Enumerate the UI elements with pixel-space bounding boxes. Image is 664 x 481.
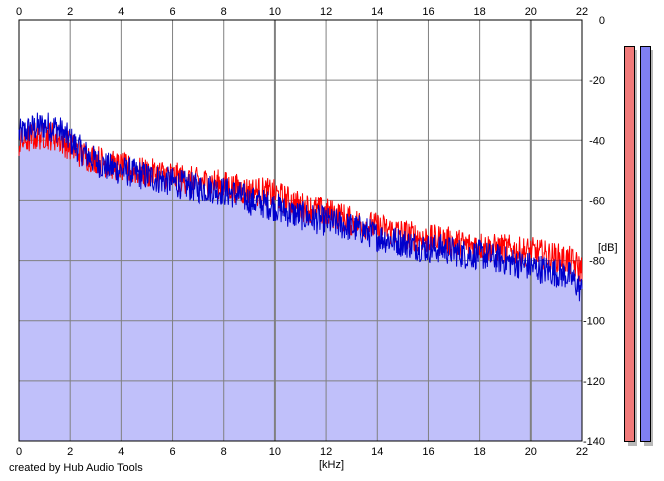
y-tick-label: -80: [589, 256, 605, 268]
x-axis-label: [kHz]: [319, 459, 344, 471]
y-tick-label: -40: [589, 135, 605, 147]
x-tick-label-top: 4: [118, 6, 124, 18]
x-tick-label-top: 10: [269, 6, 281, 18]
level-meter-left: [624, 46, 635, 442]
x-tick-label-bottom: 4: [118, 446, 124, 458]
y-axis-label: [dB]: [598, 242, 618, 254]
x-tick-label-top: 16: [422, 6, 434, 18]
series-line-blue: [18, 112, 583, 302]
x-tick-label-top: 0: [16, 6, 22, 18]
x-tick-label-top: 22: [576, 6, 588, 18]
x-tick-label-bottom: 2: [67, 446, 73, 458]
y-tick-label: -100: [583, 316, 605, 328]
x-tick-label-bottom: 12: [320, 446, 332, 458]
credit-text: created by Hub Audio Tools: [9, 462, 143, 474]
tick-label-layer: 002244668810101212141416161818202022220-…: [16, 6, 605, 458]
y-tick-label: 0: [599, 15, 605, 27]
x-tick-label-top: 18: [474, 6, 486, 18]
x-tick-label-bottom: 6: [169, 446, 175, 458]
series-line-red: [18, 120, 583, 282]
y-tick-label: -60: [589, 195, 605, 207]
level-meter-right: [640, 46, 651, 442]
x-tick-label-top: 6: [169, 6, 175, 18]
x-tick-label-bottom: 10: [269, 446, 281, 458]
x-tick-label-top: 20: [525, 6, 537, 18]
x-tick-label-bottom: 18: [474, 446, 486, 458]
x-tick-label-top: 14: [371, 6, 383, 18]
y-tick-label: -140: [583, 436, 605, 448]
x-tick-label-bottom: 14: [371, 446, 383, 458]
x-tick-label-bottom: 22: [576, 446, 588, 458]
spectrum-area-fill: [19, 112, 582, 441]
y-tick-label: -20: [589, 75, 605, 87]
series-layer: [18, 112, 583, 302]
x-tick-label-top: 8: [221, 6, 227, 18]
x-tick-label-bottom: 20: [525, 446, 537, 458]
x-tick-label-bottom: 0: [16, 446, 22, 458]
x-tick-label-top: 12: [320, 6, 332, 18]
spectrum-fill-layer: [19, 112, 582, 441]
y-tick-label: -120: [583, 376, 605, 388]
x-tick-label-bottom: 8: [221, 446, 227, 458]
plot-frame: [18, 19, 583, 442]
x-tick-label-bottom: 16: [422, 446, 434, 458]
grid-layer: [18, 19, 583, 442]
x-tick-label-top: 2: [67, 6, 73, 18]
